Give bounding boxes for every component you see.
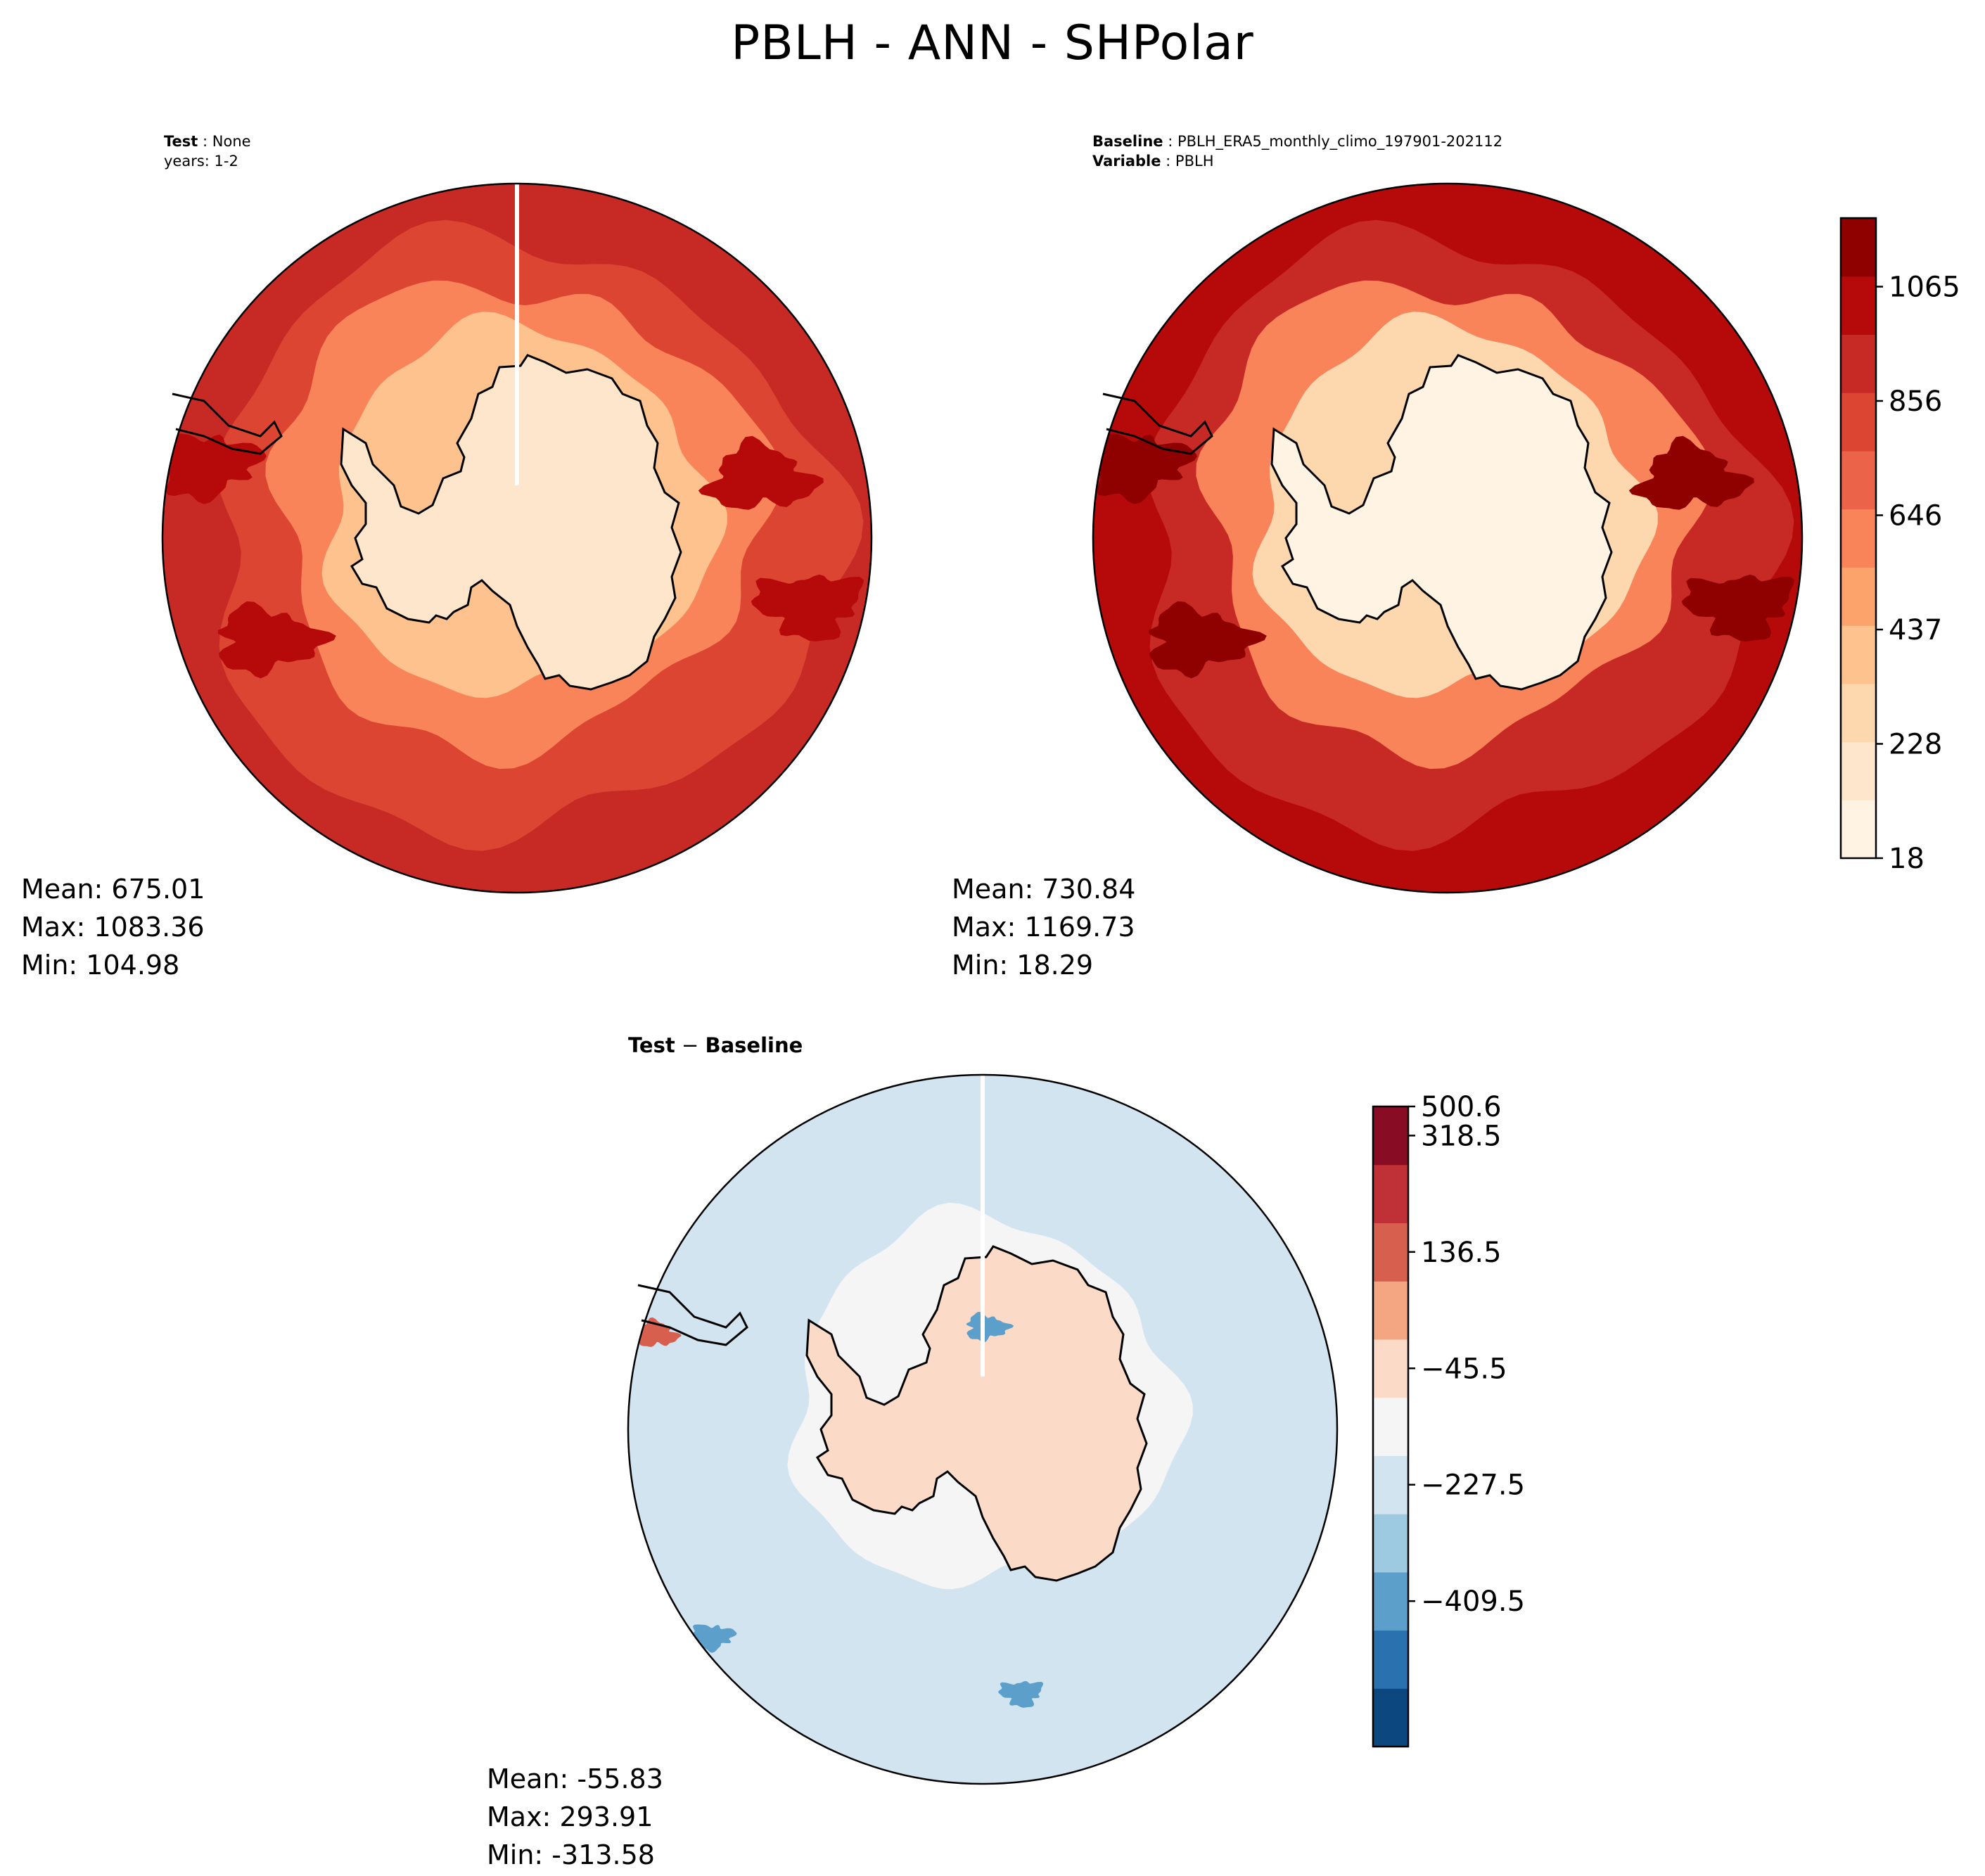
test-stats: Mean: 675.01 Max: 1083.36 Min: 104.98 bbox=[21, 870, 205, 984]
colorbar-tick-label: 437 bbox=[1889, 614, 1942, 646]
colorbar-tick-label: 228 bbox=[1889, 729, 1942, 761]
field-interior bbox=[341, 355, 681, 689]
colorbar-segment bbox=[1841, 276, 1876, 335]
colorbar-tick-label: −45.5 bbox=[1421, 1353, 1507, 1385]
field-extreme-2 bbox=[162, 433, 267, 504]
test-panel-meta: Test : None years: 1-2 bbox=[164, 133, 251, 170]
field-extreme-0 bbox=[1628, 435, 1754, 510]
baseline-panel-meta: Baseline : PBLH_ERA5_monthly_climo_19790… bbox=[1092, 133, 1503, 170]
baseline-map bbox=[1092, 182, 1804, 894]
colorbar-segment bbox=[1841, 450, 1876, 510]
baseline-mean: Mean: 730.84 bbox=[952, 874, 1136, 905]
baseline-value: PBLH_ERA5_monthly_climo_197901-202112 bbox=[1177, 133, 1503, 150]
colorbar-segment bbox=[1841, 741, 1876, 800]
diff-mean: Mean: -55.83 bbox=[487, 1763, 663, 1794]
field-extreme-0 bbox=[631, 1317, 682, 1347]
colorbar-tick-label: 136.5 bbox=[1421, 1237, 1502, 1269]
field-interior bbox=[1272, 355, 1611, 689]
figure-title: PBLH - ANN - SHPolar bbox=[731, 15, 1254, 71]
map-frame bbox=[627, 1073, 1339, 1785]
field-extreme-3 bbox=[751, 574, 864, 642]
field-extreme-2 bbox=[1092, 433, 1197, 504]
diff-test-label: Test bbox=[628, 1033, 675, 1057]
colorbar-segment bbox=[1373, 1281, 1408, 1340]
coastline bbox=[1270, 354, 1613, 691]
coastline-south-america bbox=[1102, 393, 1213, 455]
colorbar-tick-label: 1065 bbox=[1889, 272, 1960, 304]
coastline bbox=[805, 1245, 1148, 1582]
difference-map bbox=[627, 1073, 1339, 1785]
colorbar-segment bbox=[1373, 1630, 1408, 1689]
diff-max: Max: 293.91 bbox=[487, 1801, 653, 1832]
baseline-min: Min: 18.29 bbox=[952, 950, 1094, 981]
map-field bbox=[162, 183, 872, 893]
variable-value: PBLH bbox=[1175, 153, 1214, 170]
colorbar-segment bbox=[1841, 683, 1876, 743]
colorbar-frame bbox=[1372, 1105, 1410, 1748]
colorbar-tick-label: 18 bbox=[1889, 843, 1925, 875]
coastline-south-america bbox=[172, 393, 283, 455]
test-value: None bbox=[212, 133, 251, 150]
diff-min: Min: -313.58 bbox=[487, 1839, 655, 1870]
colorbar-segment bbox=[1373, 1164, 1408, 1223]
colorbar-segment bbox=[1841, 218, 1876, 277]
colorbar-segment bbox=[1841, 509, 1876, 568]
field-extreme-1 bbox=[1148, 601, 1267, 679]
test-map bbox=[161, 182, 873, 894]
colorbar-tick-label: −227.5 bbox=[1421, 1469, 1525, 1502]
field-extreme-3 bbox=[1681, 574, 1795, 642]
colorbar-segment bbox=[1373, 1688, 1408, 1747]
colorbar-tick-label: 500.6 bbox=[1421, 1091, 1502, 1123]
absolute-colorbar: 18 228 437 646 856 1065 bbox=[1839, 217, 1960, 875]
colorbar-segment bbox=[1373, 1455, 1408, 1514]
colorbar-segment bbox=[1373, 1106, 1408, 1166]
field-extreme-3 bbox=[998, 1680, 1044, 1708]
test-max: Max: 1083.36 bbox=[21, 912, 205, 943]
colorbar-tick-label: 856 bbox=[1889, 385, 1942, 418]
baseline-stats: Mean: 730.84 Max: 1169.73 Min: 18.29 bbox=[952, 870, 1135, 984]
map-frame bbox=[1092, 182, 1804, 894]
map-field bbox=[1092, 183, 1803, 893]
diff-baseline-label: Baseline bbox=[705, 1033, 803, 1057]
field-extreme-1 bbox=[966, 1312, 1014, 1343]
field-extreme-1 bbox=[217, 601, 336, 679]
diff-sep: − bbox=[675, 1033, 706, 1057]
colorbar-segment bbox=[1841, 393, 1876, 452]
colorbar-segment bbox=[1841, 625, 1876, 684]
colorbar-segment bbox=[1841, 567, 1876, 626]
baseline-label: Baseline bbox=[1092, 133, 1163, 150]
colorbar-segment bbox=[1373, 1223, 1408, 1282]
colorbar-segment bbox=[1841, 334, 1876, 393]
test-min: Min: 104.98 bbox=[21, 950, 180, 981]
baseline-max: Max: 1169.73 bbox=[952, 912, 1135, 943]
map-frame bbox=[161, 182, 873, 894]
diff-stats: Mean: -55.83 Max: 293.91 Min: -313.58 bbox=[487, 1760, 663, 1874]
field-interior bbox=[807, 1246, 1147, 1581]
coastline bbox=[340, 354, 682, 691]
field-extreme-0 bbox=[698, 435, 824, 510]
colorbar-segment bbox=[1841, 800, 1876, 859]
colorbar-frame bbox=[1839, 217, 1877, 860]
colorbar-segment bbox=[1373, 1339, 1408, 1398]
colorbar-tick-label: 318.5 bbox=[1421, 1120, 1502, 1152]
colorbar-segment bbox=[1373, 1397, 1408, 1456]
variable-label: Variable bbox=[1092, 153, 1161, 170]
colorbar-segment bbox=[1373, 1571, 1408, 1631]
test-years: years: 1-2 bbox=[164, 153, 238, 170]
colorbar-tick-label: 646 bbox=[1889, 500, 1942, 532]
colorbar-tick-label: −409.5 bbox=[1421, 1585, 1525, 1618]
test-label: Test bbox=[164, 133, 198, 150]
test-mean: Mean: 675.01 bbox=[21, 874, 205, 905]
colorbar-segment bbox=[1373, 1514, 1408, 1573]
diff-panel-meta: Test − Baseline bbox=[628, 1033, 803, 1057]
coastline-south-america bbox=[637, 1284, 748, 1346]
